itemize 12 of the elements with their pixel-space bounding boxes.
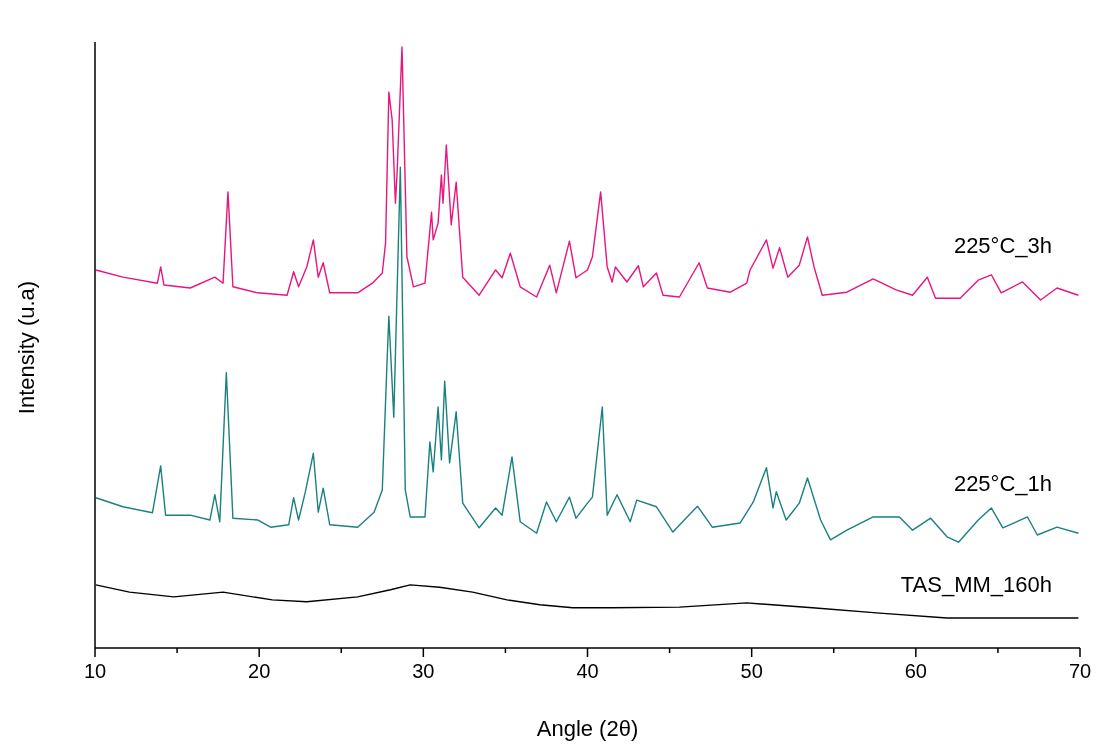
x-tick-label: 20: [248, 660, 271, 682]
x-tick-label: 60: [904, 660, 927, 682]
x-tick-label: 50: [740, 660, 763, 682]
x-tick-label: 40: [576, 660, 599, 682]
x-tick-label: 30: [412, 660, 435, 682]
series-label: TAS_MM_160h: [900, 571, 1052, 597]
y-axis-title: Intensity (u.a): [14, 280, 39, 415]
x-axis-title: Angle (2θ): [536, 716, 639, 741]
series-label: 225°C_3h: [953, 233, 1052, 259]
x-tick-label: 70: [1068, 660, 1092, 682]
x-tick-label: 10: [83, 660, 107, 682]
series-label: 225°C_1h: [953, 471, 1052, 497]
